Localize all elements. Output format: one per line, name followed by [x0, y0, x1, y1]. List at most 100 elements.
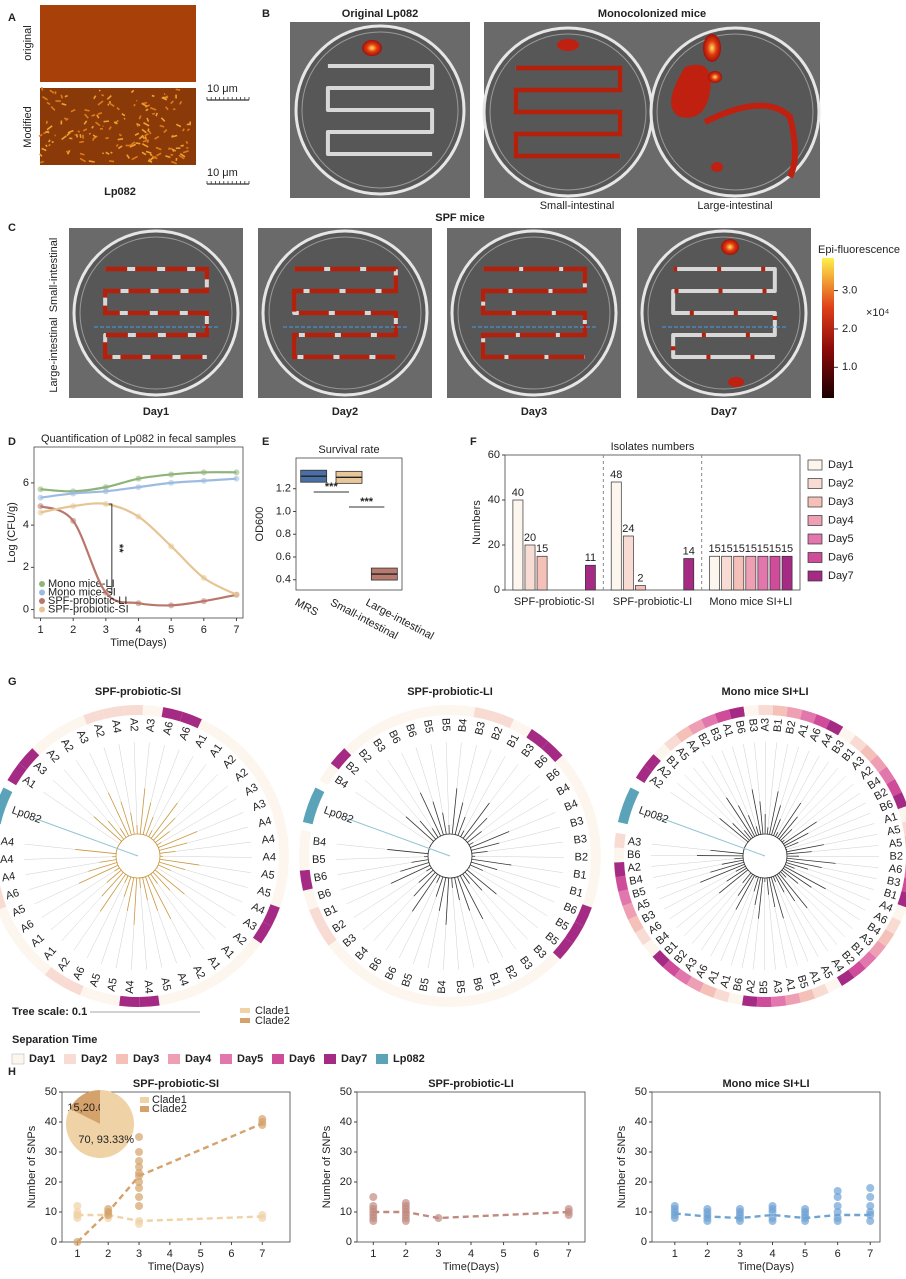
trend-line — [76, 1122, 263, 1243]
clade-swatch — [240, 1018, 250, 1023]
ring-segment — [878, 766, 895, 785]
leaf-label: A1 — [718, 973, 733, 989]
point — [135, 1148, 144, 1156]
branch — [464, 871, 483, 891]
leader — [61, 895, 103, 941]
leader — [785, 877, 846, 938]
texture — [141, 128, 147, 134]
value-label: 15 — [536, 543, 548, 555]
leader — [25, 862, 100, 875]
y-tick-label: 50 — [340, 1086, 352, 1098]
ring-segment — [0, 787, 13, 825]
legend-swatch — [807, 570, 823, 582]
ring-segment — [302, 787, 325, 825]
branch — [431, 828, 439, 838]
leader — [385, 911, 413, 951]
organ — [711, 162, 723, 172]
ring-segment — [262, 904, 280, 927]
ring-segment — [328, 939, 349, 962]
branch — [471, 861, 498, 871]
ring-segment — [836, 969, 855, 986]
leader — [443, 924, 447, 970]
texture — [45, 144, 48, 148]
texture — [172, 149, 175, 152]
point — [168, 543, 175, 550]
legend-swatch — [807, 515, 823, 526]
ring-segment — [583, 807, 599, 830]
leader — [651, 843, 711, 851]
bar — [683, 558, 695, 591]
leaf-label: A6 — [177, 725, 193, 742]
value-label: 15 — [708, 543, 720, 555]
leaf-label: B1 — [882, 887, 898, 902]
branch — [462, 873, 470, 884]
texture — [38, 133, 43, 138]
texture — [91, 125, 94, 129]
leader — [807, 907, 838, 945]
leader — [157, 867, 236, 916]
ring-segment — [252, 921, 272, 944]
texture — [165, 106, 169, 111]
leaf-label: A4 — [142, 980, 155, 994]
texture — [79, 134, 82, 138]
texture — [97, 100, 104, 106]
leader — [754, 742, 761, 802]
legend-swatch — [807, 459, 823, 471]
point — [70, 503, 77, 510]
leaf-label: B2 — [784, 720, 798, 736]
branch — [432, 801, 444, 836]
ring-segment — [492, 711, 514, 729]
texture — [179, 153, 186, 158]
ring-segment — [664, 734, 682, 752]
leader — [63, 769, 109, 822]
ring-segment — [194, 976, 217, 995]
texture — [70, 108, 76, 113]
ring-segment — [541, 741, 563, 763]
leader — [199, 864, 251, 873]
ring-segment — [860, 744, 878, 762]
y-tick-label: 0 — [346, 1236, 352, 1248]
texture — [82, 128, 88, 132]
leaf-label: B5 — [543, 930, 561, 948]
ring-segment — [270, 885, 286, 908]
leader — [691, 882, 743, 944]
leaf-label: A2 — [233, 766, 251, 784]
leaf-label: B6 — [403, 722, 418, 738]
x-tick-label: 2 — [70, 624, 76, 636]
texture — [118, 133, 122, 137]
leader — [463, 756, 506, 831]
leader — [86, 882, 125, 959]
texture — [79, 140, 84, 144]
leader — [150, 745, 165, 803]
ring-segment — [451, 995, 472, 1007]
texture — [83, 120, 88, 125]
ring-segment — [574, 904, 592, 927]
x-tick-label: SPF-probiotic-LI — [613, 596, 692, 608]
leader — [732, 746, 757, 827]
branch — [755, 876, 757, 879]
branch — [718, 869, 749, 894]
leaf-label: A4 — [877, 899, 894, 915]
ring-segment — [587, 867, 601, 889]
branch — [726, 797, 754, 838]
point — [135, 1133, 144, 1141]
leaf-label: B3 — [886, 875, 902, 889]
organ — [708, 71, 722, 83]
leader — [794, 900, 829, 952]
tree-title: SPF-probiotic-LI — [407, 686, 493, 698]
x-tick-label: Mono mice SI+LI — [709, 596, 792, 608]
texture — [79, 157, 86, 163]
ring-segment — [32, 734, 54, 756]
label: Small-intestinal — [48, 238, 60, 313]
leader — [375, 769, 421, 822]
bar — [524, 544, 536, 591]
ring-segment — [470, 991, 492, 1006]
leader — [481, 785, 541, 832]
y-axis-label: Number of SNPs — [321, 1125, 333, 1208]
leader — [653, 864, 722, 878]
branch — [154, 869, 185, 895]
texture — [65, 117, 69, 121]
leader — [780, 746, 799, 806]
leaf-label: B3 — [370, 737, 387, 755]
y-tick-label: 2 — [23, 561, 29, 573]
